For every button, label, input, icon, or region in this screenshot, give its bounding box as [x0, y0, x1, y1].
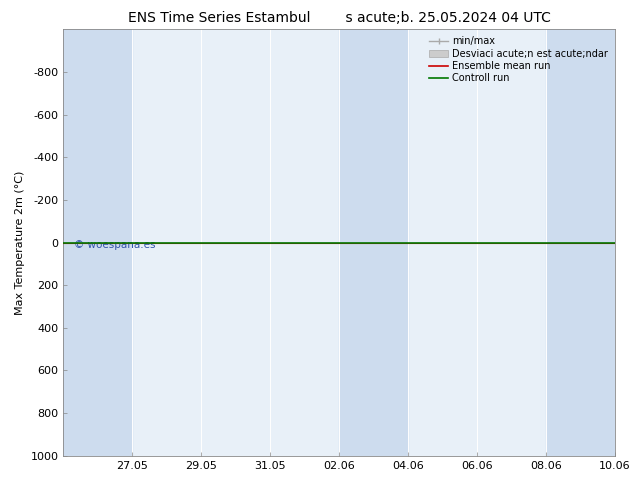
Bar: [63, 29, 133, 456]
Title: ENS Time Series Estambul        s acute;b. 25.05.2024 04 UTC: ENS Time Series Estambul s acute;b. 25.0…: [128, 11, 550, 25]
Text: © woespana.es: © woespana.es: [74, 241, 156, 250]
Bar: [546, 29, 615, 456]
Bar: [339, 29, 408, 456]
Legend: min/max, Desviaci acute;n est acute;ndar, Ensemble mean run, Controll run: min/max, Desviaci acute;n est acute;ndar…: [427, 34, 610, 85]
Y-axis label: Max Temperature 2m (°C): Max Temperature 2m (°C): [15, 171, 25, 315]
